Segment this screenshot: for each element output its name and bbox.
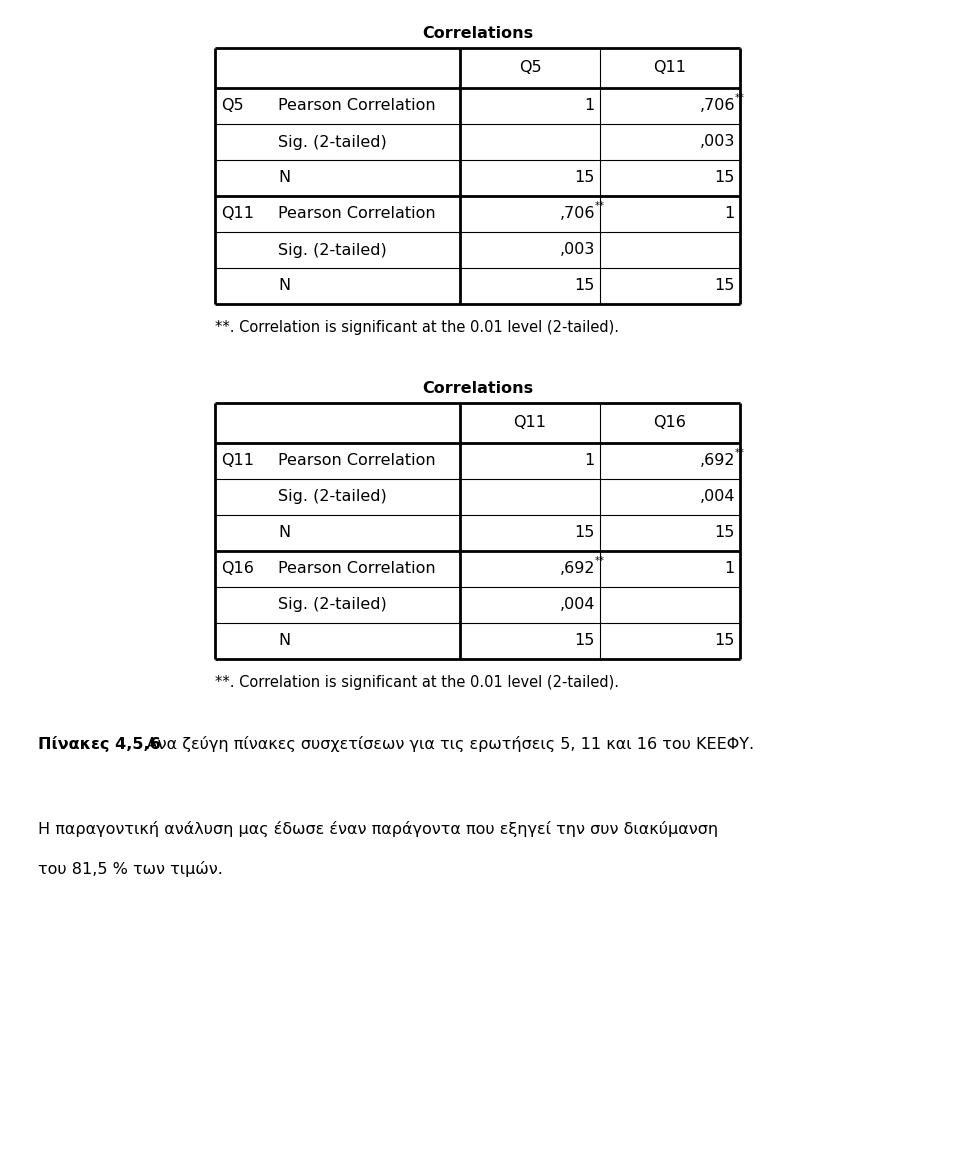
Text: 15: 15 <box>714 170 735 185</box>
Text: Πίνακες 4,5,6: Πίνακες 4,5,6 <box>38 736 160 752</box>
Text: Sig. (2-tailed): Sig. (2-tailed) <box>278 489 387 504</box>
Text: **: ** <box>595 555 605 566</box>
Text: του 81,5 % των τιμών.: του 81,5 % των τιμών. <box>38 861 223 877</box>
Text: Q5: Q5 <box>221 98 244 113</box>
Text: ,003: ,003 <box>560 243 595 258</box>
Text: Pearson Correlation: Pearson Correlation <box>278 98 436 113</box>
Text: **: ** <box>735 93 745 103</box>
Text: 15: 15 <box>575 279 595 294</box>
Text: ,004: ,004 <box>560 597 595 612</box>
Text: Correlations: Correlations <box>422 381 533 396</box>
Text: Correlations: Correlations <box>422 27 533 42</box>
Text: 1: 1 <box>725 206 735 221</box>
Text: Pearson Correlation: Pearson Correlation <box>278 454 436 467</box>
Text: **: ** <box>735 448 745 457</box>
Text: Q16: Q16 <box>221 561 253 576</box>
Text: ,706: ,706 <box>560 206 595 221</box>
Text: 1: 1 <box>585 454 595 467</box>
Text: **. Correlation is significant at the 0.01 level (2-tailed).: **. Correlation is significant at the 0.… <box>215 320 619 336</box>
Text: ,003: ,003 <box>700 134 735 149</box>
Text: Q11: Q11 <box>654 60 686 75</box>
Text: Pearson Correlation: Pearson Correlation <box>278 206 436 221</box>
Text: 15: 15 <box>714 633 735 648</box>
Text: Q5: Q5 <box>518 60 541 75</box>
Text: N: N <box>278 633 290 648</box>
Text: N: N <box>278 170 290 185</box>
Text: ,004: ,004 <box>700 489 735 504</box>
Text: ,692: ,692 <box>560 561 595 576</box>
Text: ,706: ,706 <box>700 98 735 113</box>
Text: Η παραγοντική ανάλυση μας έδωσε έναν παράγοντα που εξηγεί την συν διακύμανση: Η παραγοντική ανάλυση μας έδωσε έναν παρ… <box>38 821 718 837</box>
Text: N: N <box>278 279 290 294</box>
Text: Sig. (2-tailed): Sig. (2-tailed) <box>278 134 387 149</box>
Text: Q11: Q11 <box>221 206 254 221</box>
Text: **: ** <box>595 201 605 211</box>
Text: **. Correlation is significant at the 0.01 level (2-tailed).: **. Correlation is significant at the 0.… <box>215 675 619 690</box>
Text: 1: 1 <box>585 98 595 113</box>
Text: 15: 15 <box>714 279 735 294</box>
Text: 15: 15 <box>714 525 735 540</box>
Text: Q11: Q11 <box>221 454 254 467</box>
Text: Pearson Correlation: Pearson Correlation <box>278 561 436 576</box>
Text: Sig. (2-tailed): Sig. (2-tailed) <box>278 243 387 258</box>
Text: 15: 15 <box>575 633 595 648</box>
Text: Sig. (2-tailed): Sig. (2-tailed) <box>278 597 387 612</box>
Text: : Ανα ζεύγη πίνακες συσχετίσεων για τις ερωτήσεις 5, 11 και 16 του ΚΕΕΦΥ.: : Ανα ζεύγη πίνακες συσχετίσεων για τις … <box>131 736 754 752</box>
Text: 15: 15 <box>575 525 595 540</box>
Text: Q16: Q16 <box>654 415 686 430</box>
Text: ,692: ,692 <box>700 454 735 467</box>
Text: Q11: Q11 <box>514 415 546 430</box>
Text: 1: 1 <box>725 561 735 576</box>
Text: N: N <box>278 525 290 540</box>
Text: 15: 15 <box>575 170 595 185</box>
